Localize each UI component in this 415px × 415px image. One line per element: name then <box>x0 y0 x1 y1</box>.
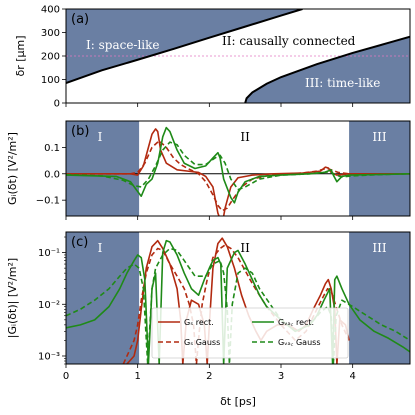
shaded-region-I <box>66 121 140 216</box>
xtick-label: 0 <box>63 371 69 382</box>
light-cone-lower-boundary <box>244 35 410 103</box>
ytick-label: 300 <box>41 28 60 39</box>
time-like-region <box>245 36 410 103</box>
panel-b-plot <box>66 121 410 216</box>
ytick-label: 200 <box>41 52 60 63</box>
panel-label-b: (b) <box>71 124 89 139</box>
region-label-II: II <box>240 241 250 255</box>
legend-label: Gᵥₐ꜀ rect. <box>278 318 314 327</box>
xlabel: δt [ps] <box>220 395 256 408</box>
region-label-III: III <box>372 130 386 144</box>
ytick-label: 0.1 <box>44 143 60 154</box>
panel-a-frame <box>65 8 411 104</box>
legend-label: Gₛ Gauss <box>184 338 220 347</box>
shaded-region-III <box>349 232 410 364</box>
region-label-causally-connected: II: causally connected <box>222 34 356 48</box>
ytick-label: 0 <box>54 99 60 110</box>
shaded-region-III <box>349 121 410 216</box>
legend-box <box>151 307 349 359</box>
ytick-label: 10⁻² <box>38 300 60 311</box>
ylabel-c: |Gᵢ(δt)| [V²/m²] <box>6 258 19 338</box>
panel-label-a: (a) <box>71 12 89 27</box>
legend: Gₛ rect. Gₛ Gauss Gᵥₐ꜀ rect. Gᵥₐ꜀ Gauss <box>151 307 349 359</box>
ytick-label: 0.0 <box>44 169 60 180</box>
ytick-label: 400 <box>41 5 60 16</box>
series-line-0 <box>126 237 350 364</box>
region-label-space-like: I: space-like <box>86 38 160 52</box>
xtick-label: 4 <box>349 371 355 382</box>
region-label-I: I <box>98 241 103 255</box>
region-label-III: III <box>372 241 386 255</box>
shaded-region-I <box>66 232 140 364</box>
ylabel-a: δr [μm] <box>14 35 27 76</box>
xtick-label: 2 <box>206 371 212 382</box>
region-label-I: I <box>98 130 103 144</box>
xtick-label: 3 <box>278 371 284 382</box>
xtick-label: 1 <box>134 371 140 382</box>
panel-b-frame <box>65 120 411 217</box>
space-like-region <box>66 9 303 84</box>
series-line-1 <box>66 139 410 212</box>
panel-a-plot <box>66 9 410 103</box>
ytick-label: −0.1 <box>36 196 60 207</box>
legend-label: Gₛ rect. <box>184 318 214 327</box>
ytick-label: 10⁻³ <box>38 351 60 362</box>
panel-c-frame <box>65 231 411 365</box>
ytick-label: 10⁻¹ <box>38 248 60 259</box>
series-line-3 <box>66 141 410 191</box>
legend-label: Gᵥₐ꜀ Gauss <box>278 338 321 347</box>
ytick-label: 100 <box>41 75 60 86</box>
series-line-2 <box>66 239 410 364</box>
ylabel-b: Gᵢ(δt) [V²/m²] <box>6 132 19 205</box>
region-label-time-like: III: time-like <box>305 76 380 90</box>
series-line-1 <box>122 244 350 364</box>
panel-label-c: (c) <box>71 235 88 250</box>
region-label-II: II <box>240 130 250 144</box>
light-cone-upper-boundary <box>66 9 303 84</box>
panel-c-plot <box>66 232 410 364</box>
